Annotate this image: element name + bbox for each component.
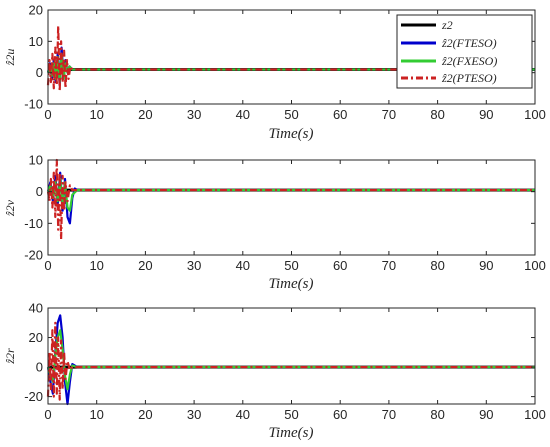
ytick-label: -20 <box>24 248 43 263</box>
legend: z2 ẑ2(FTESO) ẑ2(FXESO) ẑ2(PTESO) <box>396 14 533 89</box>
xtick-label: 10 <box>89 407 103 422</box>
xtick-label: 40 <box>236 258 250 273</box>
ytick-label: 10 <box>29 34 43 49</box>
ytick-label: 40 <box>29 301 43 316</box>
xtick-label: 100 <box>524 258 546 273</box>
xtick-label: 50 <box>284 258 298 273</box>
xtick-label: 30 <box>187 107 201 122</box>
xtick-label: 100 <box>524 107 546 122</box>
series-line-r-zhat2-pteso <box>46 321 535 401</box>
xtick-label: 0 <box>44 107 51 122</box>
xtick-label: 10 <box>89 258 103 273</box>
panel-v: 0 10 20 30 40 50 60 70 80 90 100 -20 -10 0 10 ẑ2v Time… <box>3 153 546 293</box>
series-line-v-zhat2-pteso <box>46 158 535 241</box>
xtick-label: 100 <box>524 407 546 422</box>
xtick-label: 40 <box>236 107 250 122</box>
xtick-label: 60 <box>333 258 347 273</box>
xtick-label: 90 <box>479 407 493 422</box>
legend-box <box>396 14 533 89</box>
legend-label-fxeso: ẑ2(FXESO) <box>441 54 497 68</box>
series-line-v-zhat2-fteso <box>46 171 535 225</box>
xtick-label: 70 <box>382 407 396 422</box>
xtick-label: 70 <box>382 107 396 122</box>
ytick-label: 20 <box>29 330 43 345</box>
xtick-label: 70 <box>382 258 396 273</box>
xtick-label: 90 <box>479 258 493 273</box>
series-line-r-zhat2-fxeso <box>46 329 535 391</box>
ytick-label: 20 <box>29 3 43 18</box>
ytick-label: -20 <box>24 389 43 404</box>
series-line-u-zhat2-pteso <box>46 24 535 93</box>
xtick-label: 50 <box>284 107 298 122</box>
ylabel-r: ẑ2r <box>3 348 17 365</box>
xtick-label: 80 <box>430 258 444 273</box>
xtick-label: 30 <box>187 258 201 273</box>
xtick-label: 10 <box>89 107 103 122</box>
ytick-label: 0 <box>36 360 43 375</box>
xtick-label: 50 <box>284 407 298 422</box>
xtick-label: 40 <box>236 407 250 422</box>
xlabel-u: Time(s) <box>269 126 314 142</box>
ytick-label: -10 <box>24 216 43 231</box>
ytick-label: -10 <box>24 97 43 112</box>
series-layer-r <box>46 314 535 406</box>
ytick-label: 10 <box>29 153 43 168</box>
xtick-label: 90 <box>479 107 493 122</box>
xtick-label: 80 <box>430 107 444 122</box>
series-layer-v <box>46 158 535 241</box>
legend-label-fteso: ẑ2(FTESO) <box>441 36 497 50</box>
xtick-label: 0 <box>44 407 51 422</box>
ytick-label: 0 <box>36 184 43 199</box>
xtick-label: 30 <box>187 407 201 422</box>
xlabel-r: Time(s) <box>269 425 314 441</box>
xtick-label: 0 <box>44 258 51 273</box>
xtick-label: 60 <box>333 107 347 122</box>
ylabel-v: ẑ2v <box>3 199 17 217</box>
xtick-label: 80 <box>430 407 444 422</box>
xtick-label: 20 <box>138 258 152 273</box>
axes-frame-r <box>47 307 536 405</box>
xtick-label: 60 <box>333 407 347 422</box>
axes-frame-v <box>47 159 536 256</box>
ytick-label: 0 <box>36 65 43 80</box>
series-line-r-zhat2-fteso <box>46 314 535 406</box>
xtick-label: 20 <box>138 407 152 422</box>
xtick-label: 20 <box>138 107 152 122</box>
series-layer-u <box>46 24 535 93</box>
legend-label-z2: z2 <box>441 18 453 32</box>
ylabel-u: ẑ2u <box>3 49 17 67</box>
legend-label-pteso: ẑ2(PTESO) <box>441 71 497 85</box>
tick-layer-v: 0 10 20 30 40 50 60 70 80 90 100 -20 -10 0 10 <box>24 153 546 274</box>
series-line-v-zhat2-fxeso <box>46 177 535 212</box>
xlabel-v: Time(s) <box>269 276 314 292</box>
